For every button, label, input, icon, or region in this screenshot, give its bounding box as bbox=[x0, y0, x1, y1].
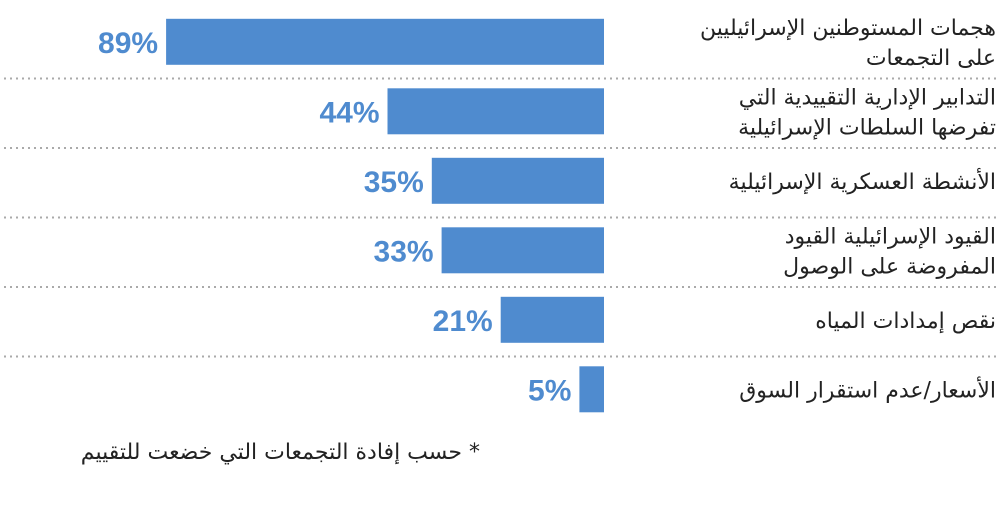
category-label-line: التدابير الإدارية التقييدية التي bbox=[739, 85, 996, 110]
category-label-line: الأنشطة العسكرية الإسرائيلية bbox=[729, 168, 996, 195]
category-label-line: تفرضها السلطات الإسرائيلية bbox=[738, 115, 996, 140]
category-label-line: نقص إمدادات المياه bbox=[815, 309, 996, 334]
value-label-4: 21% bbox=[433, 305, 493, 338]
category-label-1: التدابير الإدارية التقييدية التي تفرضها ا… bbox=[738, 85, 996, 140]
bar-5 bbox=[579, 366, 604, 413]
category-label-line: الأسعار/عدم استقرار السوق bbox=[739, 376, 996, 403]
value-label-2: 35% bbox=[364, 166, 424, 199]
value-label-5: 5% bbox=[528, 374, 571, 407]
value-label-0: 89% bbox=[98, 27, 158, 60]
category-label-3: القيود الإسرائيلية القيود المفروضة على ال… bbox=[783, 224, 996, 279]
footnote: * حسب إفادة التجمعات التي خضعت للتقييم bbox=[80, 440, 480, 465]
category-label-line: القيود الإسرائيلية القيود bbox=[785, 224, 996, 249]
bar-3 bbox=[441, 227, 604, 274]
bar-0 bbox=[166, 18, 604, 65]
category-label-5: الأسعار/عدم استقرار السوق bbox=[739, 376, 996, 403]
category-label-line: هجمات المستوطنين الإسرائيليين bbox=[700, 16, 996, 41]
bar-2 bbox=[431, 157, 604, 204]
bar-4 bbox=[500, 296, 604, 343]
value-label-3: 33% bbox=[374, 235, 434, 268]
value-label-1: 44% bbox=[319, 96, 379, 129]
category-label-4: نقص إمدادات المياه bbox=[815, 309, 996, 334]
category-label-2: الأنشطة العسكرية الإسرائيلية bbox=[729, 168, 996, 195]
bar-1 bbox=[387, 88, 604, 135]
category-label-0: هجمات المستوطنين الإسرائيليين على التجمعا… bbox=[700, 16, 996, 71]
category-label-line: على التجمعات bbox=[866, 46, 996, 71]
bar-chart: 89% هجمات المستوطنين الإسرائيليين على التج… bbox=[4, 16, 996, 413]
category-label-line: المفروضة على الوصول bbox=[783, 254, 996, 279]
